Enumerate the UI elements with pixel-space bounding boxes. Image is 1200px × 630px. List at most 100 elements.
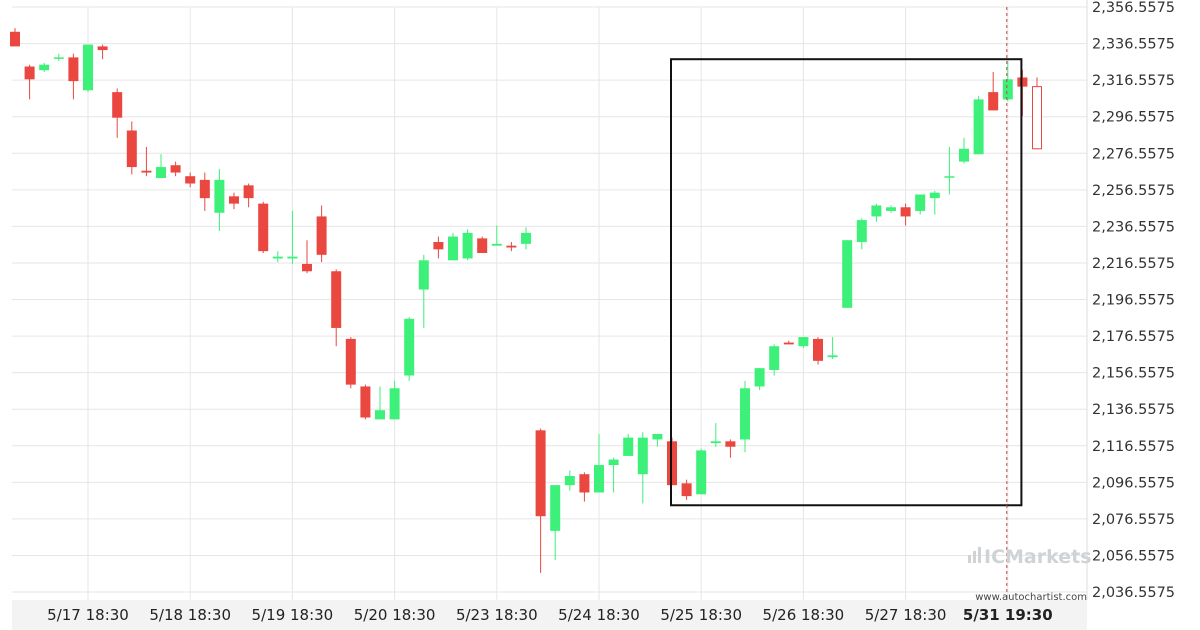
y-tick-label: 2,296.5575 [1092, 110, 1175, 126]
x-tick-label: 5/17 18:30 [47, 606, 129, 624]
highlight-pattern-box [670, 58, 1023, 507]
candle-body [871, 205, 882, 217]
candlesticks [10, 28, 1042, 573]
candle-body [827, 355, 838, 358]
candle-body [331, 271, 342, 328]
x-tick-label: 5/18 18:30 [149, 606, 231, 624]
candle-body [740, 388, 750, 440]
watermark-logo: ICMarkets [968, 546, 1092, 568]
source-credit: www.autochartist.com [975, 592, 1087, 603]
candle [637, 432, 648, 504]
candle [97, 44, 108, 60]
watermark-text: ICMarkets [984, 546, 1092, 568]
y-tick-label: 2,256.5575 [1092, 183, 1175, 199]
y-tick-label: 2,216.5575 [1092, 256, 1175, 272]
candle-body [199, 179, 210, 199]
y-tick-label: 2,056.5575 [1092, 548, 1175, 564]
candle [798, 337, 809, 349]
candle-body [156, 167, 166, 179]
candle-body [681, 483, 692, 497]
candle-body [769, 346, 780, 370]
grid-lines [12, 0, 1088, 630]
candle-body [39, 64, 50, 71]
candle [39, 62, 50, 73]
candle [856, 218, 867, 250]
candle [418, 254, 429, 328]
candle [550, 485, 561, 561]
candle [214, 168, 225, 232]
candle-body [287, 256, 298, 259]
y-tick-label: 2,036.5575 [1092, 585, 1175, 601]
candle-body [856, 220, 867, 243]
candle [900, 203, 911, 226]
y-tick-label: 2,316.5575 [1092, 73, 1175, 89]
candle [287, 210, 298, 264]
candle-body [842, 240, 853, 308]
candle [477, 236, 488, 253]
candle [1032, 77, 1042, 150]
candle-body [448, 236, 458, 261]
candle [302, 240, 312, 274]
candle [521, 227, 531, 250]
candle [740, 380, 750, 453]
candle [375, 386, 385, 420]
candle-body [214, 179, 225, 213]
candle-body [564, 476, 575, 486]
candle [24, 64, 35, 100]
candle-body [959, 148, 969, 162]
candle-body [141, 170, 152, 173]
candle-body [53, 57, 64, 59]
candle-body [579, 474, 590, 493]
candle [842, 240, 853, 308]
candle [199, 172, 210, 211]
candle-body [696, 450, 707, 495]
candle [10, 28, 20, 47]
candle-body [623, 437, 634, 456]
candle-body [710, 441, 721, 444]
x-axis: 5/17 18:30 5/18 18:30 5/19 18:30 5/20 18:30… [47, 606, 1053, 624]
candle [535, 428, 546, 573]
candle-body [929, 192, 940, 199]
candle-body [813, 338, 823, 361]
candle-body [550, 485, 561, 531]
candle [696, 448, 707, 495]
candle-body [433, 242, 444, 250]
candle-body [418, 260, 429, 290]
candle [813, 337, 823, 365]
candle-body [126, 130, 137, 168]
y-tick-label: 2,156.5575 [1092, 366, 1175, 382]
candle-body [375, 410, 385, 420]
candle-body [229, 196, 239, 204]
candle [331, 269, 342, 347]
candle-body [637, 437, 648, 475]
candle [491, 225, 502, 246]
y-tick-label: 2,096.5575 [1092, 475, 1175, 491]
candle [404, 316, 415, 381]
candle-body [652, 433, 663, 440]
candle [988, 72, 999, 111]
candle [959, 137, 969, 164]
candle-body [258, 203, 269, 252]
candle [272, 251, 283, 263]
watermark-bars-icon [968, 547, 981, 563]
candle-body [389, 388, 400, 420]
x-tick-label: 5/23 18:30 [456, 606, 538, 624]
candle [389, 380, 400, 420]
candle-body [170, 165, 181, 173]
y-tick-label: 2,136.5575 [1092, 402, 1175, 418]
candle-body [83, 44, 93, 91]
candle [360, 384, 371, 420]
candle [506, 242, 517, 252]
candle [608, 457, 619, 493]
candle [229, 192, 239, 210]
candle-body [944, 176, 955, 178]
candle [156, 154, 166, 179]
candle-body [988, 92, 999, 111]
y-tick-label: 2,116.5575 [1092, 439, 1175, 455]
x-tick-label: 5/20 18:30 [354, 606, 436, 624]
candle-body [900, 207, 911, 217]
candle-body [506, 245, 517, 248]
candle [886, 205, 896, 213]
candle [345, 337, 356, 389]
